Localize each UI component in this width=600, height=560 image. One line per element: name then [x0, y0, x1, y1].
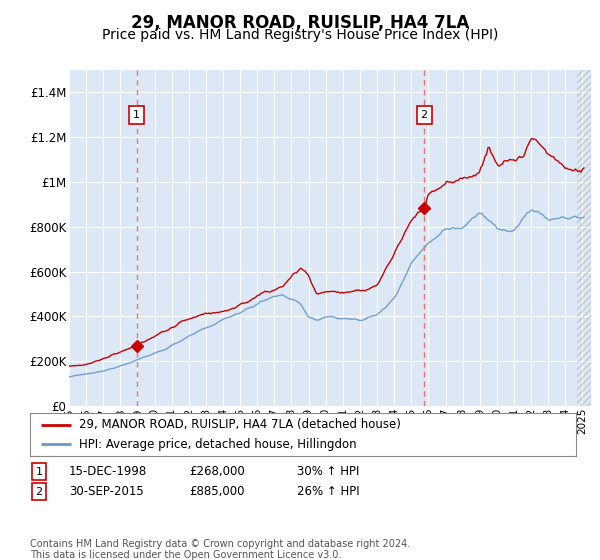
Text: £268,000: £268,000	[189, 465, 245, 478]
Text: Contains HM Land Registry data © Crown copyright and database right 2024.
This d: Contains HM Land Registry data © Crown c…	[30, 539, 410, 560]
Text: 30% ↑ HPI: 30% ↑ HPI	[297, 465, 359, 478]
Text: 1: 1	[133, 110, 140, 120]
Text: Price paid vs. HM Land Registry's House Price Index (HPI): Price paid vs. HM Land Registry's House …	[102, 28, 498, 42]
Text: 2: 2	[421, 110, 428, 120]
Text: 29, MANOR ROAD, RUISLIP, HA4 7LA: 29, MANOR ROAD, RUISLIP, HA4 7LA	[131, 14, 469, 32]
Text: HPI: Average price, detached house, Hillingdon: HPI: Average price, detached house, Hill…	[79, 438, 357, 451]
Text: 30-SEP-2015: 30-SEP-2015	[69, 485, 144, 498]
Text: 15-DEC-1998: 15-DEC-1998	[69, 465, 147, 478]
Text: £885,000: £885,000	[189, 485, 245, 498]
Text: 1: 1	[35, 466, 43, 477]
Text: 2: 2	[35, 487, 43, 497]
Text: 29, MANOR ROAD, RUISLIP, HA4 7LA (detached house): 29, MANOR ROAD, RUISLIP, HA4 7LA (detach…	[79, 418, 401, 431]
Text: 26% ↑ HPI: 26% ↑ HPI	[297, 485, 359, 498]
